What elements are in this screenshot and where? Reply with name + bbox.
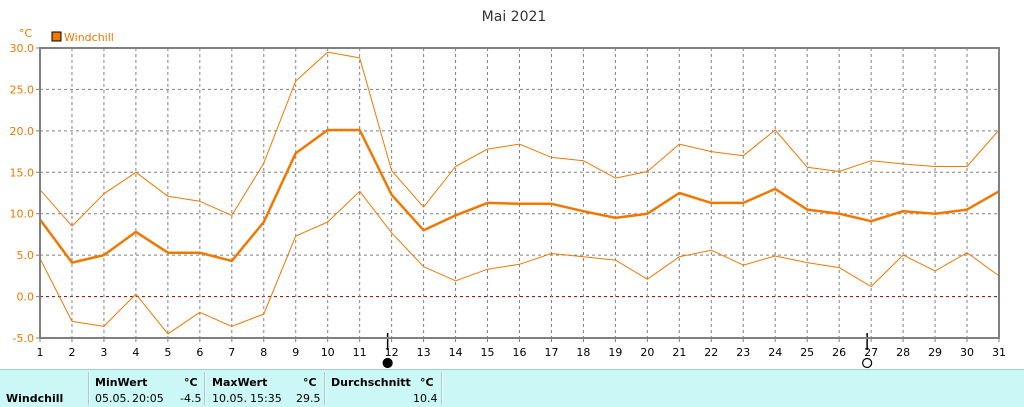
x-tick-label: 1 — [37, 346, 44, 359]
x-tick-label: 29 — [928, 346, 942, 359]
min-time: 20:05 — [132, 392, 164, 405]
footer-label: Windchill — [6, 392, 64, 405]
max-value: 29.5 — [296, 392, 321, 405]
y-tick-label: 30.0 — [10, 42, 35, 55]
min-date: 05.05. — [95, 392, 130, 405]
x-tick-label: 11 — [353, 346, 367, 359]
plot-frame — [39, 47, 1000, 339]
max-unit: °C — [303, 376, 317, 389]
x-tick-label: 3 — [100, 346, 107, 359]
series-min-line — [39, 190, 1000, 335]
min-header: MinWert — [95, 376, 148, 389]
avg-value: 10.4 — [413, 392, 438, 405]
x-axis: 1 2 3 4 5 6 7 8 9 10 11 12 13 14 15 16 17 18 19 20 21 22 23 24 2… — [37, 338, 1006, 359]
x-tick-label: 14 — [449, 346, 463, 359]
x-tick-label: 31 — [992, 346, 1006, 359]
new-moon-icon — [382, 357, 393, 369]
x-tick-label: 12 — [385, 346, 399, 359]
legend-label: Windchill — [64, 31, 114, 44]
x-tick-label: 10 — [321, 346, 335, 359]
x-tick-label: 19 — [608, 346, 622, 359]
max-date: 10.05. — [212, 392, 247, 405]
min-unit: °C — [184, 376, 198, 389]
y-tick-label: 25.0 — [10, 83, 35, 96]
max-header: MaxWert — [212, 376, 268, 389]
max-time: 15:35 — [250, 392, 282, 405]
x-tick-label: 24 — [768, 346, 782, 359]
moon-phases — [382, 333, 873, 369]
legend-swatch — [51, 31, 62, 42]
full-moon-icon — [862, 357, 873, 369]
x-tick-label: 26 — [832, 346, 846, 359]
y-tick-label: 10.0 — [10, 208, 35, 221]
y-tick-label: 5.0 — [17, 249, 35, 262]
x-tick-label: 23 — [736, 346, 750, 359]
series-avg-line — [38, 128, 1000, 264]
x-tick-label: 18 — [576, 346, 590, 359]
y-tick-label: -5.0 — [13, 332, 34, 345]
chart-title: Mai 2021 — [482, 9, 547, 25]
x-tick-label: 15 — [481, 346, 495, 359]
y-tick-label: 15.0 — [10, 166, 35, 179]
avg-unit: °C — [420, 376, 434, 389]
x-tick-label: 25 — [800, 346, 814, 359]
avg-header: Durchschnitt — [331, 376, 411, 389]
x-tick-label: 5 — [164, 346, 171, 359]
series-max-line — [39, 51, 1000, 227]
x-tick-label: 30 — [960, 346, 974, 359]
series-lines — [38, 51, 1000, 335]
x-tick-label: 27 — [864, 346, 878, 359]
x-tick-label: 28 — [896, 346, 910, 359]
x-tick-label: 6 — [196, 346, 203, 359]
x-tick-label: 20 — [640, 346, 654, 359]
min-value: -4.5 — [180, 392, 202, 405]
y-tick-label: 0.0 — [17, 291, 35, 304]
stats-footer: Windchill MinWert °C 05.05. 20:05 -4.5 M… — [0, 369, 1024, 407]
x-tick-label: 8 — [260, 346, 267, 359]
x-tick-label: 13 — [417, 346, 431, 359]
x-tick-label: 7 — [228, 346, 235, 359]
y-unit-label: °C — [19, 27, 33, 40]
x-tick-label: 4 — [132, 346, 139, 359]
x-tick-label: 17 — [544, 346, 558, 359]
x-tick-label: 16 — [513, 346, 527, 359]
y-tick-label: 20.0 — [10, 125, 35, 138]
grid — [40, 48, 999, 338]
windchill-chart: Mai 2021 °C Windchill 30.025.020.015.010… — [10, 9, 1006, 369]
x-tick-label: 22 — [704, 346, 718, 359]
x-tick-label: 21 — [672, 346, 686, 359]
y-axis: 30.0 25.0 20.0 15.0 10.0 5.0 0.0 -5.0 — [10, 42, 40, 345]
x-tick-label: 9 — [292, 346, 299, 359]
x-tick-label: 2 — [68, 346, 75, 359]
